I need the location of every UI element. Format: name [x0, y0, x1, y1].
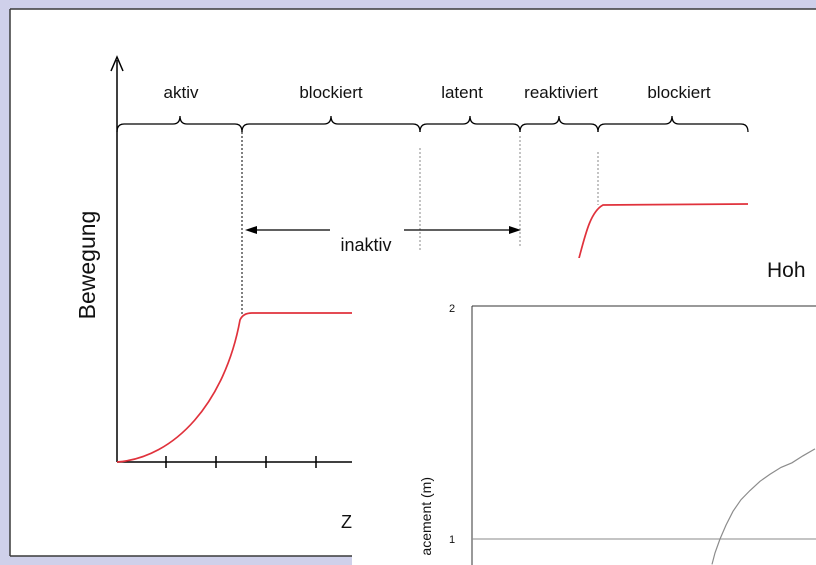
y-axis-arrowhead — [110, 55, 124, 72]
phase-brace-reaktiviert — [519, 115, 599, 133]
phase-brace-blockiert-1 — [241, 115, 421, 133]
movement-curve-second-rise — [577, 203, 749, 263]
inaktiv-label: inaktiv — [340, 235, 391, 255]
overlay-chart-panel: Hoh 2 1 acement (m) — [352, 258, 816, 565]
inaktiv-arrow-right-head — [509, 226, 521, 234]
phase-label-latent: latent — [441, 83, 483, 102]
phase-label-reaktiviert: reaktiviert — [524, 83, 598, 102]
phase-brace-blockiert-2 — [597, 115, 749, 133]
movement-curve-first-rise — [116, 312, 360, 463]
overlay-y-axis-label: acement (m) — [418, 477, 434, 556]
phase-brace-aktiv — [116, 115, 243, 133]
overlay-chart-title: Hoh — [767, 259, 806, 282]
phase-label-aktiv: aktiv — [164, 83, 199, 102]
y-tick-label-2: 2 — [449, 303, 455, 315]
phase-brace-latent — [419, 115, 521, 133]
phase-label-blockiert-2: blockiert — [647, 83, 711, 102]
overlay-surface — [352, 258, 816, 565]
displacement-line — [711, 448, 816, 565]
phase-braces — [116, 115, 749, 133]
y-axis-label: Bewegung — [74, 211, 100, 320]
y-tick-label-1: 1 — [449, 534, 455, 546]
phase-label-blockiert-1: blockiert — [299, 83, 363, 102]
x-axis-label: Z — [341, 512, 352, 532]
inaktiv-arrow-left-head — [245, 226, 257, 234]
